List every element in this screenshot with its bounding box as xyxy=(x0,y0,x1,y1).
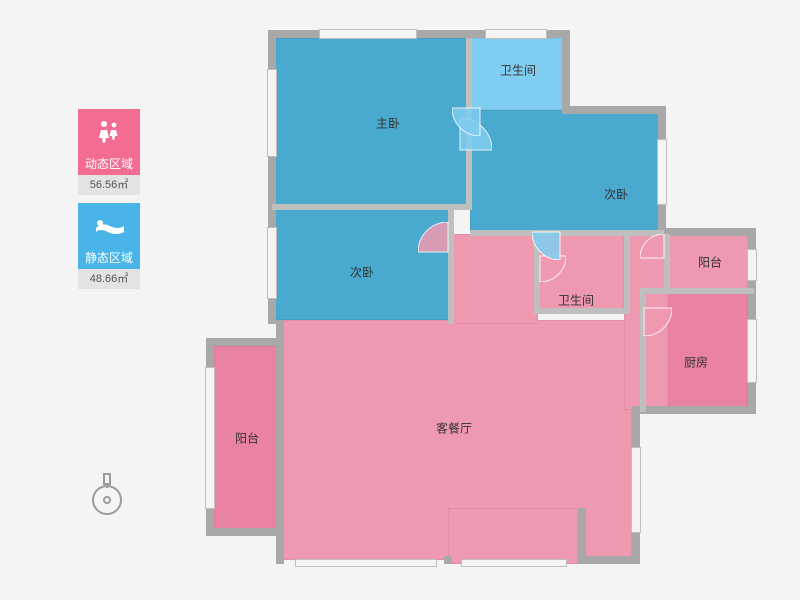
wall-7 xyxy=(632,406,756,414)
legend-dynamic-icon xyxy=(78,109,140,153)
inner-wall-5 xyxy=(534,308,628,314)
wall-9 xyxy=(578,556,640,564)
legend-dynamic-value: 56.56㎡ xyxy=(78,175,140,195)
room-label-balcony-r: 阳台 xyxy=(698,254,722,271)
inner-wall-1 xyxy=(272,204,470,210)
wall-2 xyxy=(562,30,570,112)
door-arc-4 xyxy=(616,280,672,336)
window-7 xyxy=(296,560,436,566)
legend-dynamic: 动态区域56.56㎡ xyxy=(78,109,140,195)
door-arc-6 xyxy=(532,204,588,260)
wall-13 xyxy=(206,338,276,346)
legend-dynamic-title: 动态区域 xyxy=(78,153,140,175)
room-label-bath-1: 卫生间 xyxy=(500,62,536,79)
window-5 xyxy=(632,448,640,532)
wall-11 xyxy=(444,556,452,564)
floorplan-canvas: 主卧卫生间次卧次卧卫生间阳台厨房客餐厅阳台动态区域56.56㎡静态区域48.66… xyxy=(0,0,800,600)
room-label-master-bed: 主卧 xyxy=(376,115,400,132)
wall-16 xyxy=(276,320,284,564)
room-label-living: 客餐厅 xyxy=(436,420,472,437)
compass-icon xyxy=(87,472,127,518)
room-label-second-bed-l: 次卧 xyxy=(350,264,374,281)
wall-10 xyxy=(578,508,586,564)
door-arc-1 xyxy=(452,80,508,136)
window-9 xyxy=(268,70,276,156)
window-10 xyxy=(268,228,276,298)
legend-static-icon xyxy=(78,203,140,247)
window-2 xyxy=(658,140,666,204)
legend-static-title: 静态区域 xyxy=(78,247,140,269)
room-label-second-bed-r: 次卧 xyxy=(604,186,628,203)
legend-static: 静态区域48.66㎡ xyxy=(78,203,140,289)
window-6 xyxy=(462,560,566,566)
room-label-kitchen: 厨房 xyxy=(684,354,708,371)
room-label-balcony-l: 阳台 xyxy=(235,430,259,447)
window-8 xyxy=(206,368,214,508)
door-arc-5 xyxy=(640,234,688,282)
room-label-bath-2: 卫生间 xyxy=(558,292,594,309)
door-arc-2 xyxy=(418,222,478,282)
window-1 xyxy=(486,30,546,38)
window-4 xyxy=(748,320,756,382)
window-3 xyxy=(748,250,756,280)
wall-3 xyxy=(562,106,666,114)
legend-static-value: 48.66㎡ xyxy=(78,269,140,289)
wall-15 xyxy=(206,528,282,536)
window-0 xyxy=(320,30,416,38)
room-living-bot xyxy=(448,508,578,564)
